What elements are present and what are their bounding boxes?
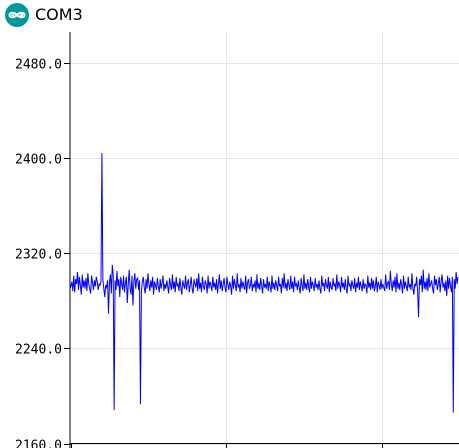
y-tick-label: 2160.0: [15, 439, 62, 448]
series-line: [69, 152, 459, 413]
arduino-logo-icon: [5, 3, 29, 27]
window-title: COM3: [35, 5, 83, 24]
y-tick-label: 2320.0: [15, 248, 62, 263]
y-tick-label: 2400.0: [15, 153, 62, 168]
y-tick-label: 2480.0: [15, 58, 62, 73]
grid-lines: [70, 32, 459, 445]
window-titlebar: COM3: [0, 0, 459, 32]
y-tick-label: 2240.0: [15, 343, 62, 358]
y-axis-ticks: 2480.0 2400.0 2320.0 2240.0 2160.0: [15, 58, 70, 448]
